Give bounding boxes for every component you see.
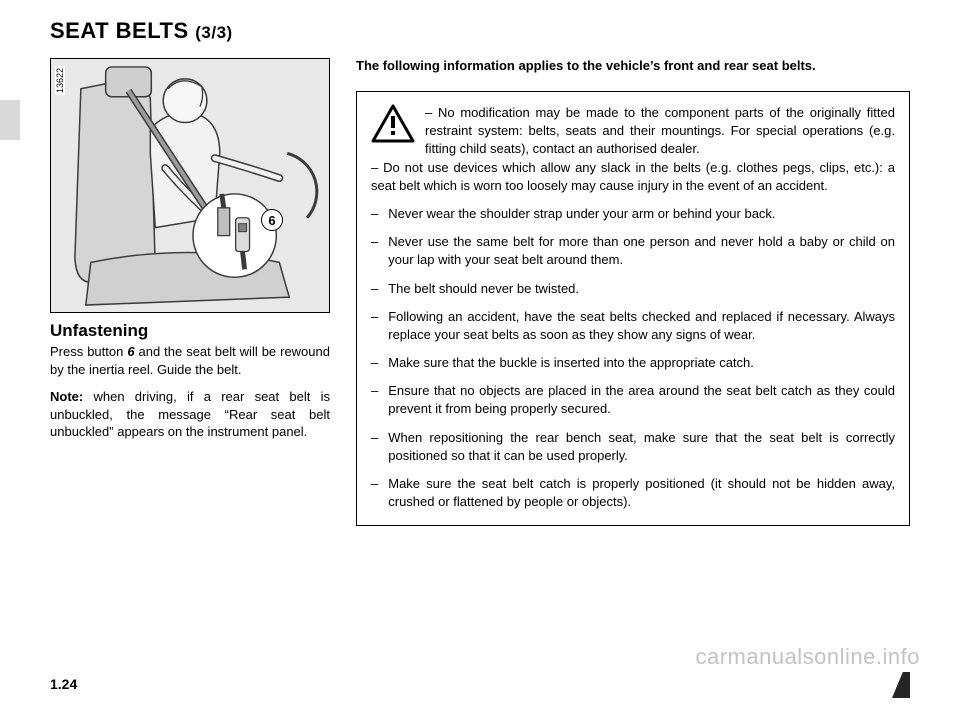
seat-illustration-svg <box>51 59 329 312</box>
page-title: SEAT BELTS (3/3) <box>50 18 910 44</box>
warning-bullet-text: Make sure the seat belt catch is properl… <box>388 475 895 511</box>
unfastening-heading: Unfastening <box>50 321 330 341</box>
illustration-tag: 13622 <box>55 66 65 95</box>
note-after: when driving, if a rear seat belt is unb… <box>50 389 330 439</box>
dash-icon: – <box>371 475 378 511</box>
watermark: carmanualsonline.info <box>695 644 920 670</box>
unfastening-note: Note: when driving, if a rear seat belt … <box>50 388 330 441</box>
warning-bullet: – Never use the same belt for more than … <box>371 233 895 269</box>
dash-icon: – <box>371 205 378 223</box>
unfastening-para-bold: 6 <box>127 344 134 359</box>
warning-bullet-text: Following an accident, have the seat bel… <box>388 308 895 344</box>
title-sub: (3/3) <box>195 23 232 42</box>
dash-icon: – <box>371 354 378 372</box>
warning-bullet: – When repositioning the rear bench seat… <box>371 429 895 465</box>
unfastening-para: Press button 6 and the seat belt will be… <box>50 343 330 378</box>
dash-icon: – <box>371 382 378 418</box>
dash-icon: – <box>371 308 378 344</box>
page-number: 1.24 <box>50 676 77 692</box>
unfastening-para-before: Press button <box>50 344 127 359</box>
warning-bullet-text: The belt should never be twisted. <box>388 280 895 298</box>
warning-top: – No modification may be made to the com… <box>371 104 895 195</box>
warning-bullet: – Ensure that no objects are placed in t… <box>371 382 895 418</box>
warning-bullet: – The belt should never be twisted. <box>371 280 895 298</box>
warning-bullet: – Make sure that the buckle is inserted … <box>371 354 895 372</box>
title-main: SEAT BELTS <box>50 18 195 43</box>
note-bold: Note: <box>50 389 83 404</box>
dash-icon: – <box>371 429 378 465</box>
warning-bullet-text: Never wear the shoulder strap under your… <box>388 205 895 223</box>
warning-first-b: – Do not use devices which allow any sla… <box>371 160 895 193</box>
warning-first-a: – No modification may be made to the com… <box>425 105 895 156</box>
callout-6: 6 <box>261 209 283 231</box>
page: SEAT BELTS (3/3) <box>0 0 960 710</box>
warning-bullet-text: When repositioning the rear bench seat, … <box>388 429 895 465</box>
warning-icon <box>371 104 415 144</box>
left-column: 13622 6 Unfastening Press button 6 and t… <box>50 58 330 526</box>
corner-mark <box>892 672 910 698</box>
dash-icon: – <box>371 233 378 269</box>
warning-bullet: – Following an accident, have the seat b… <box>371 308 895 344</box>
warning-bullet: – Make sure the seat belt catch is prope… <box>371 475 895 511</box>
warning-bullet-text: Never use the same belt for more than on… <box>388 233 895 269</box>
illustration: 13622 6 <box>50 58 330 313</box>
columns: 13622 6 Unfastening Press button 6 and t… <box>50 58 910 526</box>
dash-icon: – <box>371 280 378 298</box>
warning-box: – No modification may be made to the com… <box>356 91 910 526</box>
right-column: The following information applies to the… <box>356 58 910 526</box>
applies-line: The following information applies to the… <box>356 58 910 73</box>
warning-bullet: – Never wear the shoulder strap under yo… <box>371 205 895 223</box>
warning-bullet-text: Ensure that no objects are placed in the… <box>388 382 895 418</box>
warning-bullet-text: Make sure that the buckle is inserted in… <box>388 354 895 372</box>
